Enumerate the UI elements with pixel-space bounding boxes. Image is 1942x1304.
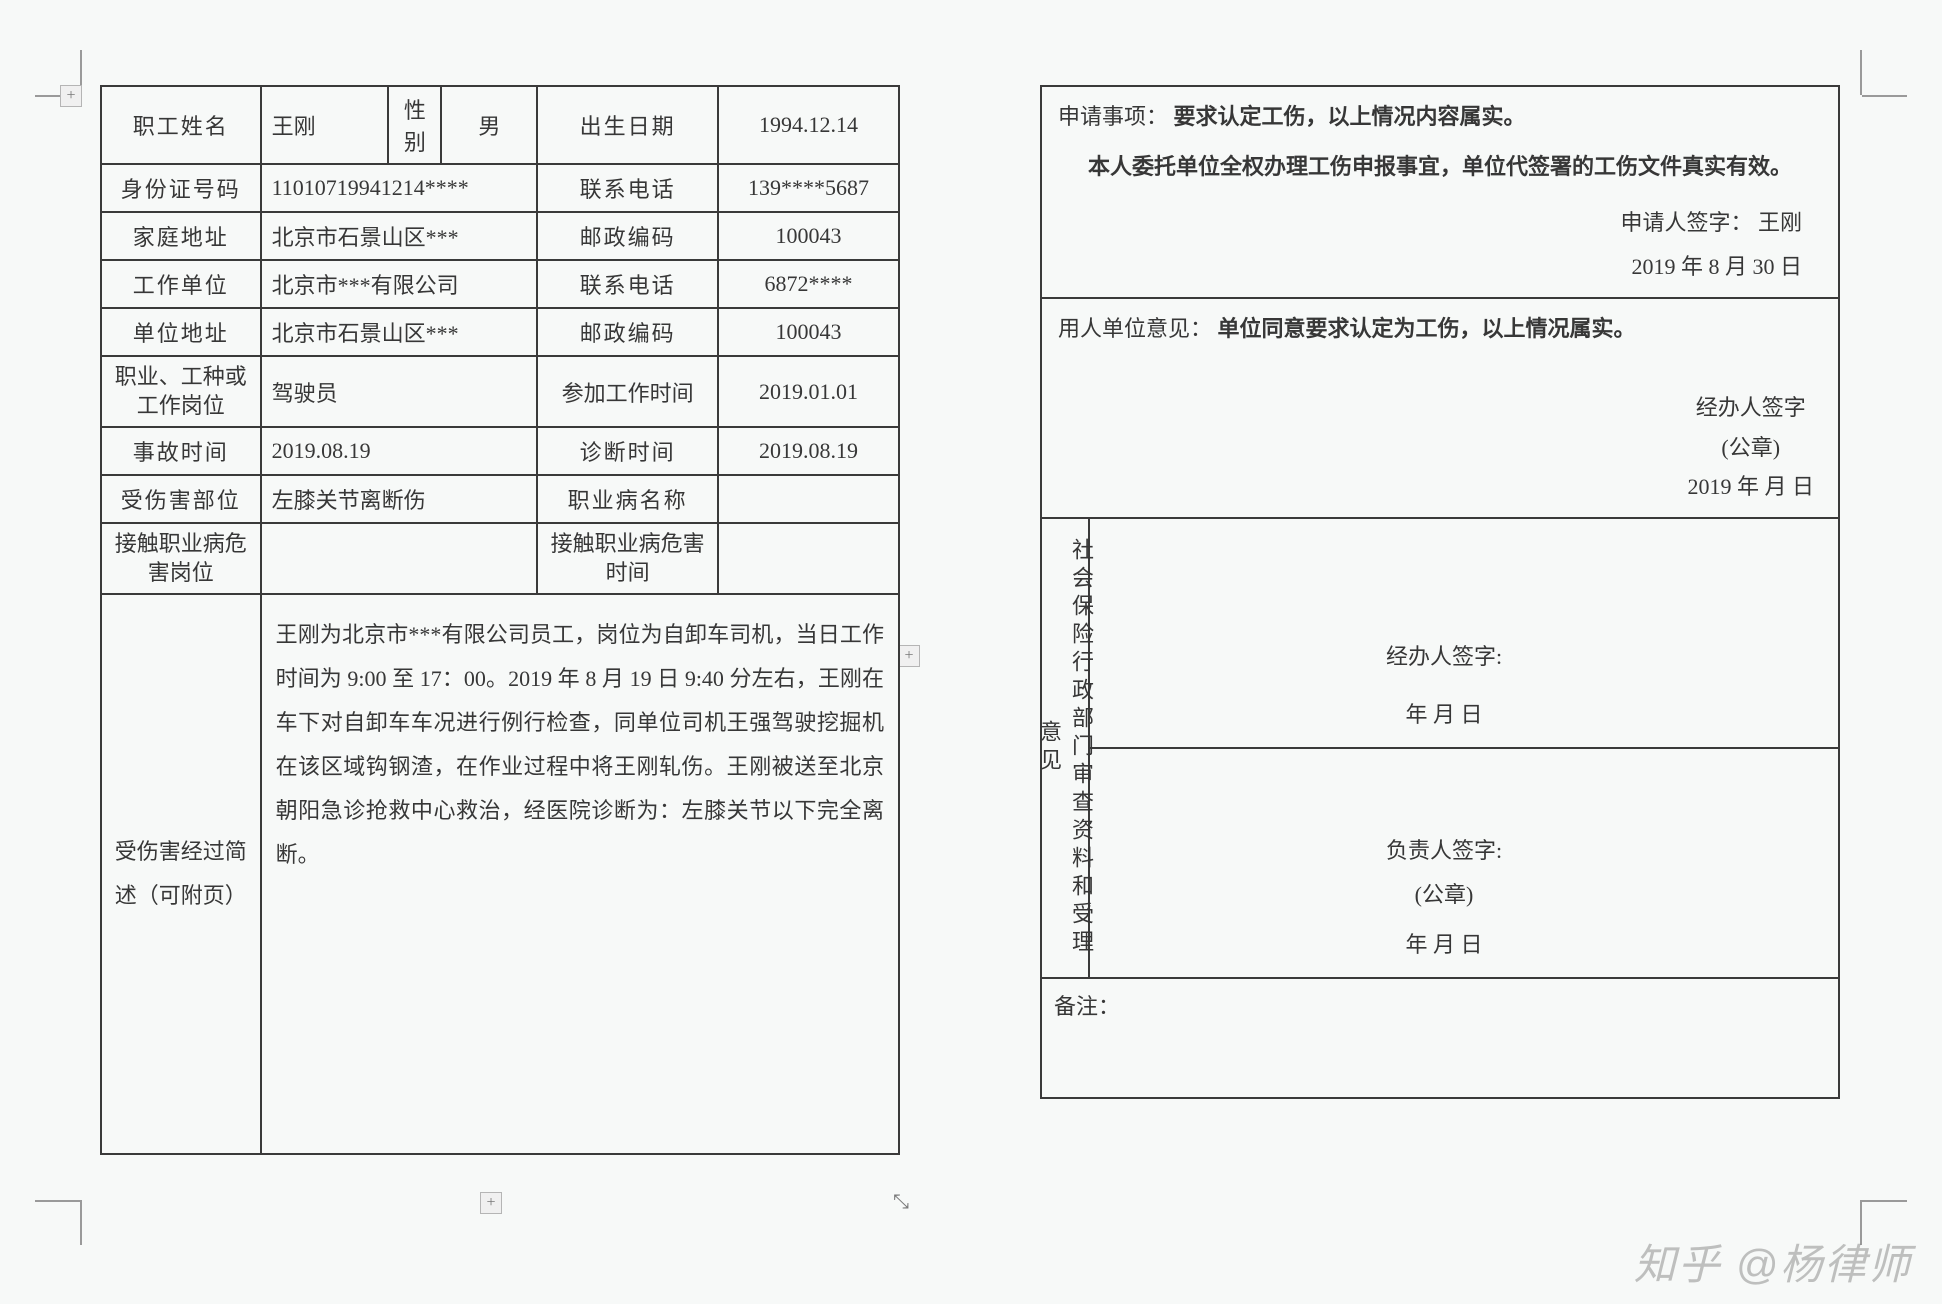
- value-emp-phone: 6872****: [718, 260, 899, 308]
- value-dob: 1994.12.14: [718, 86, 899, 164]
- value-disease: [718, 475, 899, 523]
- value-home: 北京市石景山区***: [261, 212, 538, 260]
- label-idno: 身份证号码: [101, 164, 261, 212]
- value-job: 驾驶员: [261, 356, 538, 427]
- label-disease: 职业病名称: [537, 475, 718, 523]
- review-handler-sign: 经办人签字:: [1098, 635, 1790, 679]
- value-summary: 王刚为北京市***有限公司员工，岗位为自卸车司机，当日工作时间为 9:00 至 …: [261, 594, 899, 1154]
- label-emp-postcode: 邮政编码: [537, 308, 718, 356]
- review-leader-sign: 负责人签字:: [1098, 829, 1790, 873]
- label-applicant-sign: 申请人签字：: [1620, 210, 1752, 235]
- label-postcode: 邮政编码: [537, 212, 718, 260]
- review-leader-date: 年 月 日: [1098, 923, 1790, 967]
- label-emp-phone: 联系电话: [537, 260, 718, 308]
- label-application: 申请事项：: [1058, 104, 1168, 129]
- watermark: 知乎 @杨律师: [1634, 1231, 1912, 1292]
- label-sex: 性别: [388, 86, 441, 164]
- form-page-left: 职工姓名 王刚 性别 男 出生日期 1994.12.14 身份证号码 11010…: [100, 85, 900, 1185]
- label-employer: 工作单位: [101, 260, 261, 308]
- label-home: 家庭地址: [101, 212, 261, 260]
- employer-opinion-row: 用人单位意见： 单位同意要求认定为工伤，以上情况属实。: [1058, 307, 1822, 351]
- label-hazard-post: 接触职业病危害岗位: [101, 523, 261, 594]
- remark-cell: 备注：: [1041, 978, 1839, 1098]
- value-phone: 139****5687: [718, 164, 899, 212]
- label-name: 职工姓名: [101, 86, 261, 164]
- label-accident: 事故时间: [101, 427, 261, 475]
- employee-info-table: 职工姓名 王刚 性别 男 出生日期 1994.12.14 身份证号码 11010…: [100, 85, 900, 1155]
- document-canvas: + + + ⤡ 职工姓名 王刚 性别 男 出生日期 1994.12.14: [0, 0, 1942, 1304]
- label-join: 参加工作时间: [537, 356, 718, 427]
- application-line1: 要求认定工伤，以上情况内容属实。: [1174, 104, 1526, 129]
- value-diagnosis: 2019.08.19: [718, 427, 899, 475]
- value-hazard-time: [718, 523, 899, 594]
- review-side-label: 社会保险行政部门审查资料和受理意见: [1041, 518, 1089, 978]
- value-idno: 11010719941214****: [261, 164, 538, 212]
- review-handler-date: 年 月 日: [1098, 693, 1790, 737]
- employer-date: 2019 年 月 日: [1687, 467, 1814, 507]
- value-hazard-post: [261, 523, 538, 594]
- label-dob: 出生日期: [537, 86, 718, 164]
- label-injury: 受伤害部位: [101, 475, 261, 523]
- value-join: 2019.01.01: [718, 356, 899, 427]
- application-table: 申请事项： 要求认定工伤，以上情况内容属实。 本人委托单位全权办理工伤申报事宜，…: [1040, 85, 1840, 1099]
- applicant-date: 2019 年 8 月 30 日: [1058, 245, 1822, 289]
- handler-sign-label: 经办人签字: [1687, 388, 1814, 428]
- label-hazard-time: 接触职业病危害时间: [537, 523, 718, 594]
- label-employer-opinion: 用人单位意见：: [1058, 316, 1212, 341]
- value-accident: 2019.08.19: [261, 427, 538, 475]
- application-row: 申请事项： 要求认定工伤，以上情况内容属实。: [1058, 95, 1822, 139]
- crop-mark: [35, 1200, 80, 1202]
- value-injury: 左膝关节离断伤: [261, 475, 538, 523]
- crop-mark: [1860, 50, 1862, 95]
- employer-opinion-text: 单位同意要求认定为工伤，以上情况属实。: [1218, 316, 1636, 341]
- value-emp-postcode: 100043: [718, 308, 899, 356]
- application-line2: 本人委托单位全权办理工伤申报事宜，单位代签署的工伤文件真实有效。: [1088, 154, 1792, 179]
- page-resize-icon[interactable]: ⤡: [890, 1192, 912, 1214]
- page-edit-icon[interactable]: +: [480, 1192, 502, 1214]
- label-remark: 备注：: [1054, 994, 1120, 1019]
- crop-mark: [80, 1200, 82, 1245]
- value-postcode: 100043: [718, 212, 899, 260]
- label-emp-addr: 单位地址: [101, 308, 261, 356]
- form-page-right: 申请事项： 要求认定工伤，以上情况内容属实。 本人委托单位全权办理工伤申报事宜，…: [1040, 85, 1840, 1185]
- label-summary: 受伤害经过简述（可附页）: [101, 594, 261, 1154]
- applicant-name: 王刚: [1758, 210, 1802, 235]
- value-employer: 北京市***有限公司: [261, 260, 538, 308]
- value-sex: 男: [441, 86, 537, 164]
- label-phone: 联系电话: [537, 164, 718, 212]
- label-diagnosis: 诊断时间: [537, 427, 718, 475]
- crop-mark: [1862, 95, 1907, 97]
- value-emp-addr: 北京市石景山区***: [261, 308, 538, 356]
- value-name: 王刚: [261, 86, 389, 164]
- page-edit-icon[interactable]: +: [60, 85, 82, 107]
- stamp-label: (公章): [1687, 428, 1814, 468]
- crop-mark: [1862, 1200, 1907, 1202]
- label-job: 职业、工种或工作岗位: [101, 356, 261, 427]
- review-leader-stamp: (公章): [1098, 873, 1790, 917]
